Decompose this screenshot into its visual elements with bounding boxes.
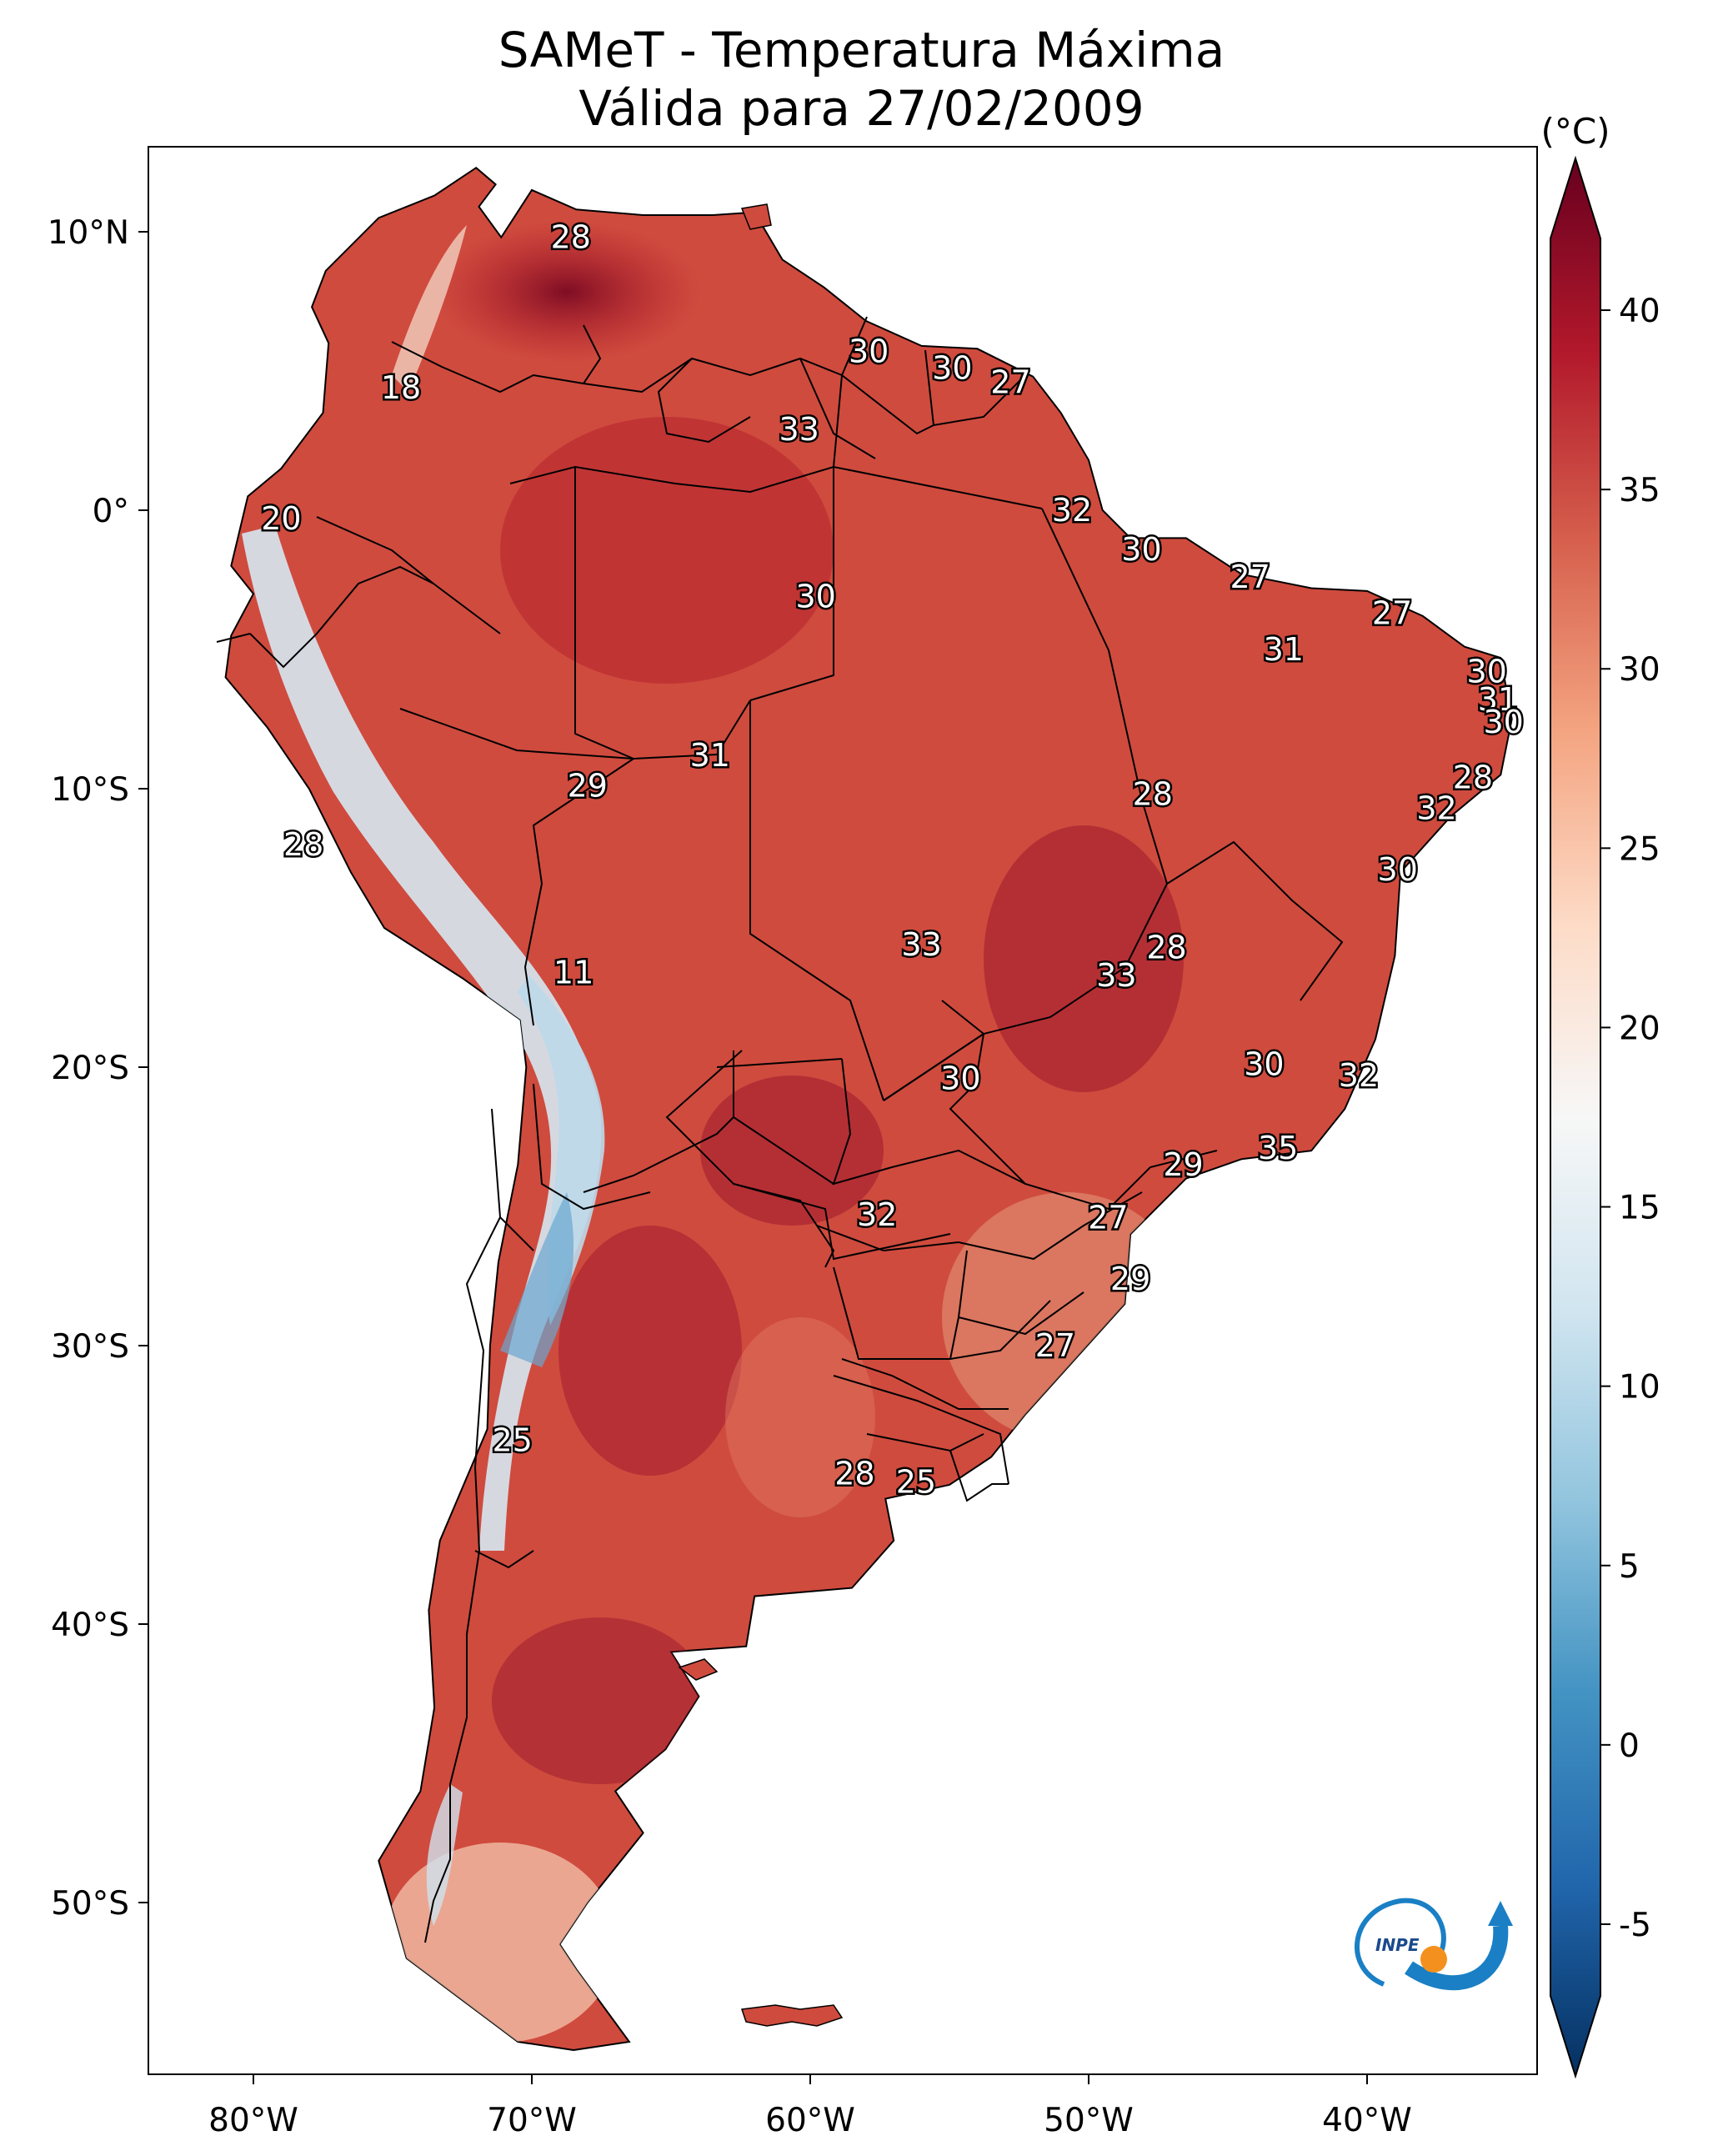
temperature-label: 27: [990, 364, 1030, 400]
temperature-label: 11: [553, 954, 594, 990]
temperature-field: [242, 221, 1192, 2043]
temperature-label: 30: [796, 579, 836, 615]
longitude-axis: 80°W 70°W 60°W 50°W 40°W: [208, 2074, 1412, 2139]
colorbar-tick-label: 35: [1619, 472, 1660, 509]
colorbar-tick-label: 15: [1619, 1190, 1660, 1227]
lat-tick-label: 50°S: [51, 1885, 129, 1923]
temperature-label: 33: [1096, 957, 1136, 994]
lat-tick-label: 40°S: [51, 1607, 129, 1644]
colorbar-tick-label: 30: [1619, 651, 1660, 689]
temperature-label: 30: [940, 1060, 980, 1096]
temperature-label: 25: [896, 1464, 936, 1501]
temperature-label: 30: [932, 350, 972, 387]
temperature-label: 32: [1052, 492, 1092, 529]
map-title: SAMeT - Temperatura Máxima: [498, 22, 1225, 78]
lon-tick-label: 60°W: [765, 2102, 855, 2139]
map-subtitle: Válida para 27/02/2009: [579, 80, 1144, 137]
temperature-label: 30: [849, 333, 889, 370]
temperature-label: 29: [568, 768, 608, 805]
inpe-logo-text: INPE: [1375, 1935, 1420, 1955]
lat-tick-label: 0°: [93, 493, 129, 530]
colorbar-bar: [1550, 155, 1601, 2079]
temperature-label: 27: [1230, 559, 1270, 595]
colorbar-tick-label: 5: [1619, 1548, 1640, 1586]
temperature-label: 32: [1416, 790, 1456, 826]
temperature-label: 29: [1163, 1146, 1203, 1183]
lon-tick-label: 80°W: [208, 2102, 298, 2139]
temperature-label: 28: [1146, 929, 1186, 965]
temperature-label: 30: [1121, 531, 1161, 568]
south-america-landmass: [224, 166, 1513, 2052]
temperature-label: 28: [551, 219, 591, 256]
lon-tick-label: 40°W: [1322, 2102, 1412, 2139]
lat-tick-label: 10°S: [51, 771, 129, 809]
lon-tick-label: 50°W: [1044, 2102, 1134, 2139]
temperature-label: 29: [1110, 1261, 1150, 1297]
colorbar-tick-label: 25: [1619, 830, 1660, 868]
inpe-logo: INPE: [1354, 1898, 1513, 1991]
temperature-label: 32: [1339, 1057, 1379, 1094]
colorbar-tick-label: 10: [1619, 1369, 1660, 1406]
temperature-label: 25: [492, 1422, 532, 1459]
temperature-label: 28: [1133, 776, 1173, 813]
colorbar-unit: (°C): [1540, 111, 1610, 152]
temperature-label: 32: [857, 1196, 897, 1233]
lat-tick-label: 30°S: [51, 1328, 129, 1366]
temperature-label: 31: [690, 737, 730, 774]
colorbar-tick-label: 20: [1619, 1010, 1660, 1047]
colorbar: (°C) -5 0 5 10 15 20 25 30 35 40: [1540, 111, 1660, 2079]
lat-tick-label: 20°S: [51, 1050, 129, 1087]
temperature-label: 30: [1378, 851, 1418, 888]
temperature-label: 31: [1264, 631, 1304, 668]
colorbar-tick-label: 40: [1619, 293, 1660, 330]
colorbar-tick-label: -5: [1619, 1907, 1651, 1944]
temperature-label: 20: [261, 500, 301, 537]
temperature-label: 33: [901, 926, 941, 963]
temperature-label: 28: [834, 1456, 874, 1492]
political-borders: [216, 316, 1344, 1943]
temperature-label: 28: [1453, 760, 1493, 796]
temperature-label: 33: [779, 411, 819, 448]
temperature-label: 28: [283, 826, 323, 863]
temperature-label: 31: [1478, 681, 1518, 718]
temperature-label: 27: [1088, 1199, 1128, 1236]
temperature-label: 30: [1483, 704, 1523, 740]
temperature-label: 30: [1244, 1046, 1284, 1083]
temperature-label: 18: [381, 369, 421, 406]
temperature-label: 27: [1372, 595, 1412, 632]
lat-tick-label: 10°N: [48, 214, 129, 252]
islands: [678, 203, 844, 2027]
temperature-label: 35: [1258, 1130, 1298, 1166]
temperature-label: 27: [1035, 1327, 1075, 1364]
latitude-axis: 10°N 0° 10°S 20°S 30°S 40°S 50°S: [48, 214, 148, 1923]
colorbar-tick-label: 0: [1619, 1727, 1640, 1765]
temperature-label: 30: [1466, 654, 1506, 690]
lon-tick-label: 70°W: [487, 2102, 577, 2139]
